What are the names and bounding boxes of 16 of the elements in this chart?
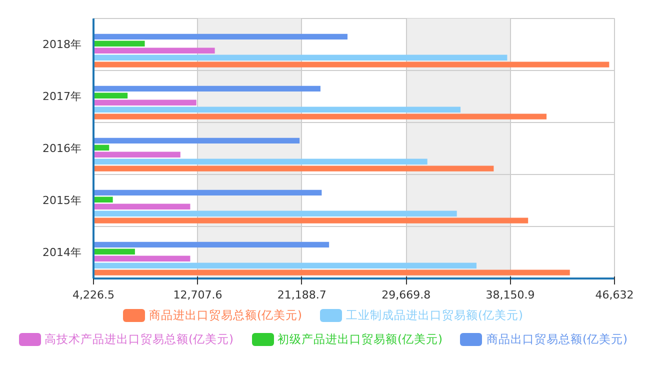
y-tick-label: 2014年 xyxy=(42,246,82,259)
legend-label: 工业制成品进出口贸易额(亿美元) xyxy=(346,307,523,323)
y-tick-label: 2018年 xyxy=(42,38,82,51)
x-tick-label: 38,150.9 xyxy=(486,288,535,302)
y-tick-label: 2016年 xyxy=(42,142,82,155)
x-tick-label: 4,226.5 xyxy=(72,288,115,302)
x-tick-label: 46,632 xyxy=(595,288,634,302)
legend-label: 商品出口贸易总额(亿美元) xyxy=(486,331,628,347)
y-tick-label: 2017年 xyxy=(42,90,82,103)
x-tick-label: 29,669.8 xyxy=(382,288,431,302)
x-tick-label: 12,707.6 xyxy=(173,288,222,302)
x-tick-label: 21,188.7 xyxy=(277,288,326,302)
legend-label: 商品进出口贸易总额(亿美元) xyxy=(149,307,302,323)
legend-label: 高技术产品进出口贸易总额(亿美元) xyxy=(44,331,234,347)
legend-label: 初级产品进出口贸易额(亿美元) xyxy=(278,331,442,347)
y-tick-label: 2015年 xyxy=(42,194,82,207)
